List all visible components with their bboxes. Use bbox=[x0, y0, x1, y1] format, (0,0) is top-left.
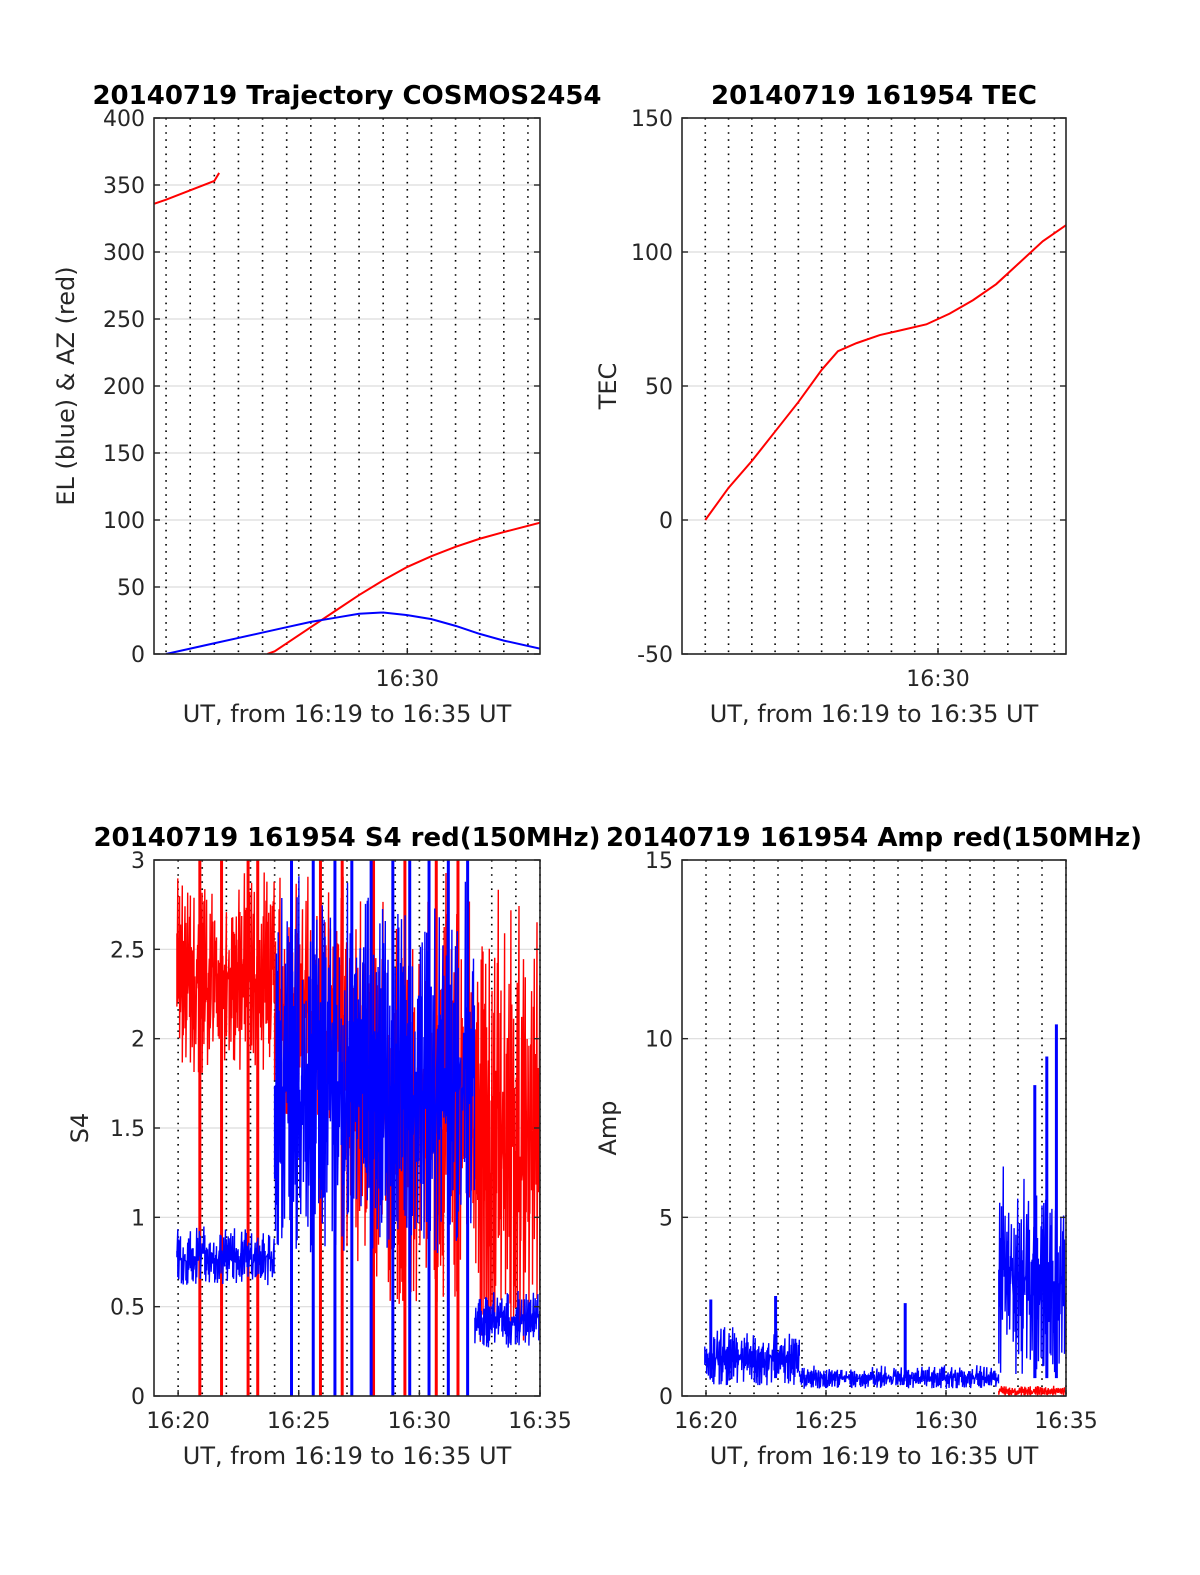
y-tick-label: 0 bbox=[659, 509, 673, 534]
x-tick-label: 16:25 bbox=[267, 1409, 330, 1434]
x-tick-label: 16:35 bbox=[508, 1409, 571, 1434]
x-tick-label: 16:20 bbox=[146, 1409, 209, 1434]
y-tick-label: 50 bbox=[117, 576, 145, 601]
series-noise-1-1 bbox=[176, 872, 275, 1073]
y-tick-label: 10 bbox=[645, 1028, 673, 1053]
y-tick-label: 0 bbox=[131, 1385, 145, 1410]
y-tick-label: 1.5 bbox=[110, 1117, 145, 1142]
y-tick-label: 350 bbox=[103, 174, 145, 199]
x-tick-label: 16:20 bbox=[674, 1409, 737, 1434]
chart-panel-4: 0 5 10 15 16:20 16:25 16:30 16:35 20140719 16195… bbox=[594, 823, 1142, 1470]
x-axis-label: UT, from 16:19 to 16:35 UT bbox=[710, 700, 1039, 728]
series-noise-2-1 bbox=[176, 1226, 275, 1286]
y-tick-label: 250 bbox=[103, 308, 145, 333]
y-tick-label: 15 bbox=[645, 849, 673, 874]
series-line-2 bbox=[267, 521, 540, 654]
chart-title: 20140719 161954 S4 red(150MHz) bbox=[93, 823, 600, 853]
y-tick-label: 150 bbox=[631, 107, 673, 132]
y-tick-label: 5 bbox=[659, 1206, 673, 1231]
series-noise-2-1 bbox=[704, 1327, 800, 1386]
axes-box bbox=[681, 859, 1067, 1397]
x-tick-label: 16:35 bbox=[1034, 1409, 1097, 1434]
y-tick-label: 0 bbox=[131, 643, 145, 668]
y-tick-label: 50 bbox=[645, 375, 673, 400]
x-axis-label: UT, from 16:19 to 16:35 UT bbox=[710, 1442, 1039, 1470]
x-tick-label: 16:25 bbox=[794, 1409, 857, 1434]
y-tick-label: -50 bbox=[637, 643, 673, 668]
series-line-1 bbox=[704, 224, 1066, 521]
chart-panel-3: 0 0.5 1 1.5 2 2.5 3 16:20 16:25 16:30 16:35 2014071… bbox=[66, 823, 601, 1470]
y-tick-label: 100 bbox=[631, 241, 673, 266]
x-tick-label: 16:30 bbox=[906, 667, 969, 692]
y-tick-label: 200 bbox=[103, 375, 145, 400]
series-noise-2-2 bbox=[273, 876, 476, 1254]
x-axis-label: UT, from 16:19 to 16:35 UT bbox=[183, 1442, 512, 1470]
chart-panel-2: -50 0 50 100 150 16:30 20140719 161954 TEC UT, … bbox=[594, 81, 1067, 728]
series-noise-1-4 bbox=[474, 889, 540, 1342]
plot-area bbox=[704, 224, 1066, 521]
x-tick-label: 16:30 bbox=[914, 1409, 977, 1434]
plot-area bbox=[176, 860, 540, 1396]
y-axis-label: TEC bbox=[594, 363, 622, 411]
y-tick-label: 1 bbox=[131, 1206, 145, 1231]
y-tick-label: 300 bbox=[103, 241, 145, 266]
series-noise-2-2 bbox=[798, 1365, 1000, 1389]
y-tick-label: 100 bbox=[103, 509, 145, 534]
x-tick-label: 16:30 bbox=[388, 1409, 451, 1434]
y-tick-label: 0.5 bbox=[110, 1296, 145, 1321]
y-tick-label: 2 bbox=[131, 1028, 145, 1053]
series-noise-1-1 bbox=[998, 1385, 1066, 1396]
y-axis-label: EL (blue) & AZ (red) bbox=[52, 266, 80, 505]
y-axis-label: S4 bbox=[66, 1113, 94, 1144]
y-tick-label: 3 bbox=[131, 849, 145, 874]
series-line-3 bbox=[165, 611, 540, 654]
plot-area bbox=[704, 1024, 1066, 1396]
y-tick-label: 400 bbox=[103, 107, 145, 132]
series-noise-2-3 bbox=[998, 1166, 1066, 1379]
plot-area bbox=[154, 172, 540, 654]
x-axis-label: UT, from 16:19 to 16:35 UT bbox=[183, 700, 512, 728]
y-tick-label: 150 bbox=[103, 442, 145, 467]
chart-panel-1: 0 50 100 150 200 250 300 350 400 16:30 20140719 Tr… bbox=[52, 81, 602, 728]
series-noise-2-3 bbox=[474, 1290, 540, 1348]
series-line-1 bbox=[154, 172, 220, 205]
chart-title: 20140719 161954 TEC bbox=[711, 81, 1037, 111]
x-tick-label: 16:30 bbox=[376, 667, 439, 692]
y-tick-label: 0 bbox=[659, 1385, 673, 1410]
y-tick-label: 2.5 bbox=[110, 938, 145, 963]
chart-title: 20140719 161954 Amp red(150MHz) bbox=[606, 823, 1142, 853]
chart-title: 20140719 Trajectory COSMOS2454 bbox=[92, 81, 601, 111]
y-axis-label: Amp bbox=[594, 1100, 622, 1155]
